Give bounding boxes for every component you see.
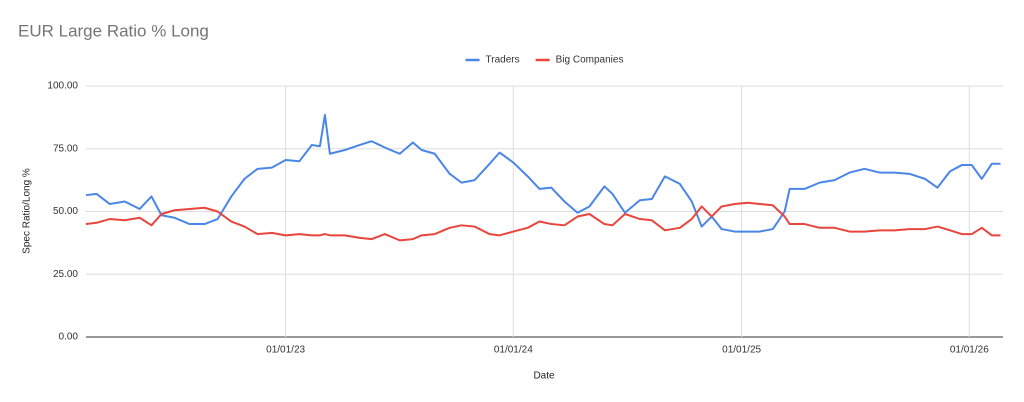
x-tick-label: 01/01/25 bbox=[722, 345, 761, 356]
legend-label: Traders bbox=[486, 55, 520, 66]
y-tick-label: 50.00 bbox=[53, 206, 78, 217]
y-axis-title: Spec Ratio/Long % bbox=[22, 168, 33, 254]
x-tick-label: 01/01/24 bbox=[494, 345, 533, 356]
x-axis-title: Date bbox=[533, 371, 555, 382]
x-tick-label: 01/01/26 bbox=[950, 345, 989, 356]
data-line bbox=[85, 113, 1001, 233]
legend-label: Big Companies bbox=[556, 55, 624, 66]
y-tick-label: 0.00 bbox=[59, 332, 79, 343]
y-tick-label: 100.00 bbox=[47, 81, 78, 92]
y-tick-label: 25.00 bbox=[53, 269, 78, 280]
chart-title: EUR Large Ratio % Long bbox=[18, 21, 209, 40]
y-tick-label: 75.00 bbox=[53, 143, 78, 154]
legend: Traders Big Companies bbox=[465, 55, 624, 66]
data-line bbox=[85, 201, 1001, 242]
x-tick-label: 01/01/23 bbox=[266, 345, 305, 356]
